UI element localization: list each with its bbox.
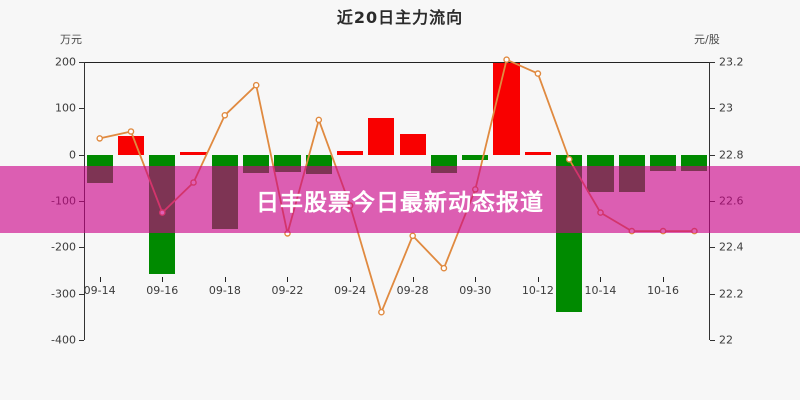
zero-baseline: [84, 62, 710, 63]
right-tick-label: 22.4: [719, 240, 744, 254]
right-tick-mark: [710, 340, 715, 341]
x-tick-mark: [537, 277, 539, 282]
x-tick-mark: [412, 277, 414, 282]
x-tick-label: 10-12: [521, 284, 554, 297]
bar-10-12[interactable]: [524, 152, 551, 155]
price-point-10-17[interactable]: [691, 227, 698, 235]
plot-area: 200 100 0 -100 -200 -300 -400 23.2 23 22.8 22.6 22…: [51, 56, 743, 347]
x-tick-mark: [287, 277, 289, 282]
price-point-09-15[interactable]: [127, 128, 135, 135]
price-point-09-17[interactable]: [190, 179, 197, 186]
left-axis-unit-label: 万元: [60, 33, 82, 46]
bar-09-17[interactable]: [180, 152, 207, 155]
bar-09-25[interactable]: [368, 117, 395, 155]
price-point-09-16[interactable]: [159, 209, 166, 216]
left-tick-label: -300: [51, 287, 76, 301]
x-tick-mark: [162, 277, 164, 282]
x-tick-mark: [475, 277, 477, 282]
right-tick-label: 22.2: [719, 287, 744, 301]
left-tick-mark: [79, 108, 84, 110]
bar-10-09[interactable]: [493, 62, 520, 155]
chart-title: 近20日主力流向: [336, 8, 464, 27]
price-point-10-16[interactable]: [659, 227, 667, 235]
x-tick-mark: [600, 277, 602, 282]
x-tick-mark: [663, 277, 665, 282]
x-tick-mark: [224, 277, 226, 282]
right-tick-label: 23.2: [719, 55, 744, 69]
right-tick-label: 22.6: [719, 194, 744, 208]
left-tick-label: -100: [51, 194, 76, 208]
price-point-10-12[interactable]: [534, 70, 542, 77]
price-point-10-09[interactable]: [503, 56, 510, 64]
price-point-09-14[interactable]: [96, 135, 104, 142]
left-tick-label: 0: [69, 148, 76, 162]
price-point-09-18[interactable]: [221, 112, 229, 119]
left-tick-mark: [79, 154, 84, 156]
x-tick-label: 10-16: [647, 284, 680, 297]
x-tick-label: 09-28: [396, 284, 429, 297]
left-tick-label: -200: [51, 240, 76, 254]
price-point-09-22[interactable]: [284, 230, 291, 237]
x-tick-label: 09-24: [334, 284, 367, 297]
right-tick-mark: [710, 293, 715, 295]
x-tick-label: 09-22: [271, 284, 304, 297]
right-tick-label: 23: [719, 101, 733, 115]
price-line-path: [99, 58, 695, 315]
price-point-09-30[interactable]: [471, 186, 479, 193]
price-point-09-28[interactable]: [409, 232, 417, 240]
bar-09-30[interactable]: [462, 154, 489, 161]
left-tick-mark: [79, 293, 84, 295]
right-tick-label: 22: [719, 333, 733, 347]
x-tick-label: 09-18: [208, 284, 241, 297]
right-tick-mark: [710, 154, 715, 156]
right-tick-mark: [710, 201, 715, 202]
left-tick-label: -400: [51, 333, 76, 347]
price-point-09-21[interactable]: [252, 81, 260, 89]
x-tick-label: 09-14: [83, 284, 116, 297]
price-point-09-23[interactable]: [315, 116, 323, 124]
left-tick-label: 200: [55, 55, 76, 69]
left-tick-mark: [79, 340, 84, 341]
bar-09-28[interactable]: [399, 133, 426, 155]
x-tick-mark: [350, 277, 352, 282]
left-tick-mark: [79, 247, 84, 249]
price-point-10-13[interactable]: [565, 156, 573, 163]
x-tick-label: 09-16: [146, 284, 179, 297]
price-point-09-24[interactable]: [346, 202, 354, 209]
right-tick-mark: [710, 247, 715, 249]
x-tick-label: 10-14: [584, 284, 617, 297]
right-tick-label: 22.8: [719, 148, 744, 162]
price-line-series: [96, 56, 698, 316]
x-tick-label: 09-30: [459, 284, 492, 297]
left-tick-label: 100: [55, 101, 76, 115]
price-point-09-29[interactable]: [440, 264, 448, 272]
right-tick-mark: [710, 108, 715, 110]
price-point-10-14[interactable]: [597, 209, 604, 216]
bar-09-24[interactable]: [336, 150, 364, 155]
left-tick-mark: [79, 62, 84, 63]
price-point-10-15[interactable]: [628, 227, 636, 235]
right-tick-mark: [710, 62, 715, 63]
price-point-09-25[interactable]: [378, 308, 385, 316]
right-axis-unit-unit-label: 元/股: [694, 33, 720, 46]
x-tick-mark: [99, 277, 101, 282]
